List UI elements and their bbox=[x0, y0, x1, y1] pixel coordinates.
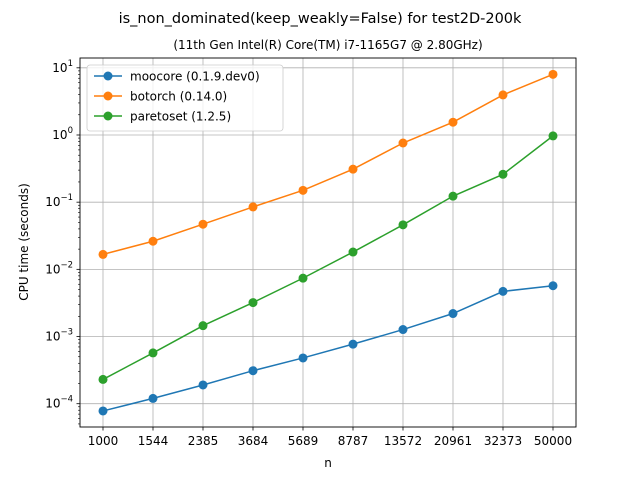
x-tick-label: 1000 bbox=[88, 434, 119, 448]
series-line bbox=[102, 285, 554, 412]
legend-label: paretoset (1.2.5) bbox=[130, 110, 231, 124]
legend-box bbox=[86, 64, 284, 132]
series-layer bbox=[98, 69, 558, 416]
plot-frame bbox=[79, 57, 577, 428]
data-point bbox=[298, 353, 308, 363]
data-point bbox=[148, 393, 158, 403]
data-point bbox=[398, 138, 408, 148]
data-point bbox=[148, 348, 158, 358]
data-point bbox=[498, 90, 508, 100]
x-tick-label: 3684 bbox=[238, 434, 269, 448]
x-axis: 1000 1544 2385 3684 5689 8787 13572 20961 32373 5… bbox=[88, 427, 572, 448]
legend-swatch-marker bbox=[103, 91, 113, 101]
data-point bbox=[398, 325, 408, 335]
x-tick-label: 20961 bbox=[434, 434, 472, 448]
legend-swatch-marker bbox=[103, 71, 113, 81]
data-point bbox=[98, 374, 108, 384]
y-tick-label: 10−2 bbox=[45, 260, 73, 276]
data-point bbox=[198, 380, 208, 390]
x-tick-label: 50000 bbox=[534, 434, 572, 448]
series-2 bbox=[98, 131, 558, 384]
data-point bbox=[198, 219, 208, 229]
chart-subtitle: (11th Gen Intel(R) Core(TM) i7-1165G7 @ … bbox=[173, 38, 482, 52]
series-line bbox=[102, 135, 554, 381]
data-point bbox=[348, 164, 358, 174]
x-tick-label: 5689 bbox=[288, 434, 319, 448]
data-point bbox=[298, 273, 308, 283]
data-point bbox=[248, 202, 258, 212]
y-tick-label: 10−1 bbox=[45, 193, 73, 209]
series-0 bbox=[98, 281, 558, 416]
data-point bbox=[198, 321, 208, 331]
data-point bbox=[248, 366, 258, 376]
x-tick-label: 1544 bbox=[138, 434, 169, 448]
legend-label: botorch (0.14.0) bbox=[130, 90, 227, 104]
data-point bbox=[448, 117, 458, 127]
data-point bbox=[398, 220, 408, 230]
y-tick-label: 10−4 bbox=[45, 395, 73, 411]
x-tick-label: 13572 bbox=[384, 434, 422, 448]
data-point bbox=[98, 406, 108, 416]
x-axis-label: n bbox=[324, 456, 332, 470]
y-axis: 10−4 10−3 10−2 10−1 100 101 bbox=[45, 59, 80, 425]
y-tick-label: 10−3 bbox=[45, 328, 73, 344]
x-tick-label: 2385 bbox=[188, 434, 219, 448]
x-tick-label: 32373 bbox=[484, 434, 522, 448]
legend-label: moocore (0.1.9.dev0) bbox=[130, 70, 260, 84]
x-tick-label: 8787 bbox=[338, 434, 369, 448]
data-point bbox=[148, 236, 158, 246]
data-point bbox=[498, 169, 508, 179]
data-point bbox=[498, 286, 508, 296]
data-point bbox=[98, 249, 108, 259]
series-1 bbox=[98, 69, 558, 259]
series-line bbox=[102, 73, 554, 256]
data-point bbox=[448, 309, 458, 319]
data-point bbox=[248, 298, 258, 308]
legend-swatch-marker bbox=[103, 111, 113, 121]
data-point bbox=[548, 131, 558, 141]
data-point bbox=[348, 247, 358, 257]
data-point bbox=[548, 69, 558, 79]
data-point bbox=[298, 185, 308, 195]
y-tick-label: 100 bbox=[52, 126, 73, 142]
y-axis-label: CPU time (seconds) bbox=[17, 183, 31, 301]
legend: moocore (0.1.9.dev0) botorch (0.14.0) pare… bbox=[86, 64, 284, 132]
chart-title: is_non_dominated(keep_weakly=False) for … bbox=[119, 11, 522, 27]
y-tick-label: 101 bbox=[52, 59, 73, 75]
data-point bbox=[548, 281, 558, 291]
data-point bbox=[348, 339, 358, 349]
data-point bbox=[448, 191, 458, 201]
